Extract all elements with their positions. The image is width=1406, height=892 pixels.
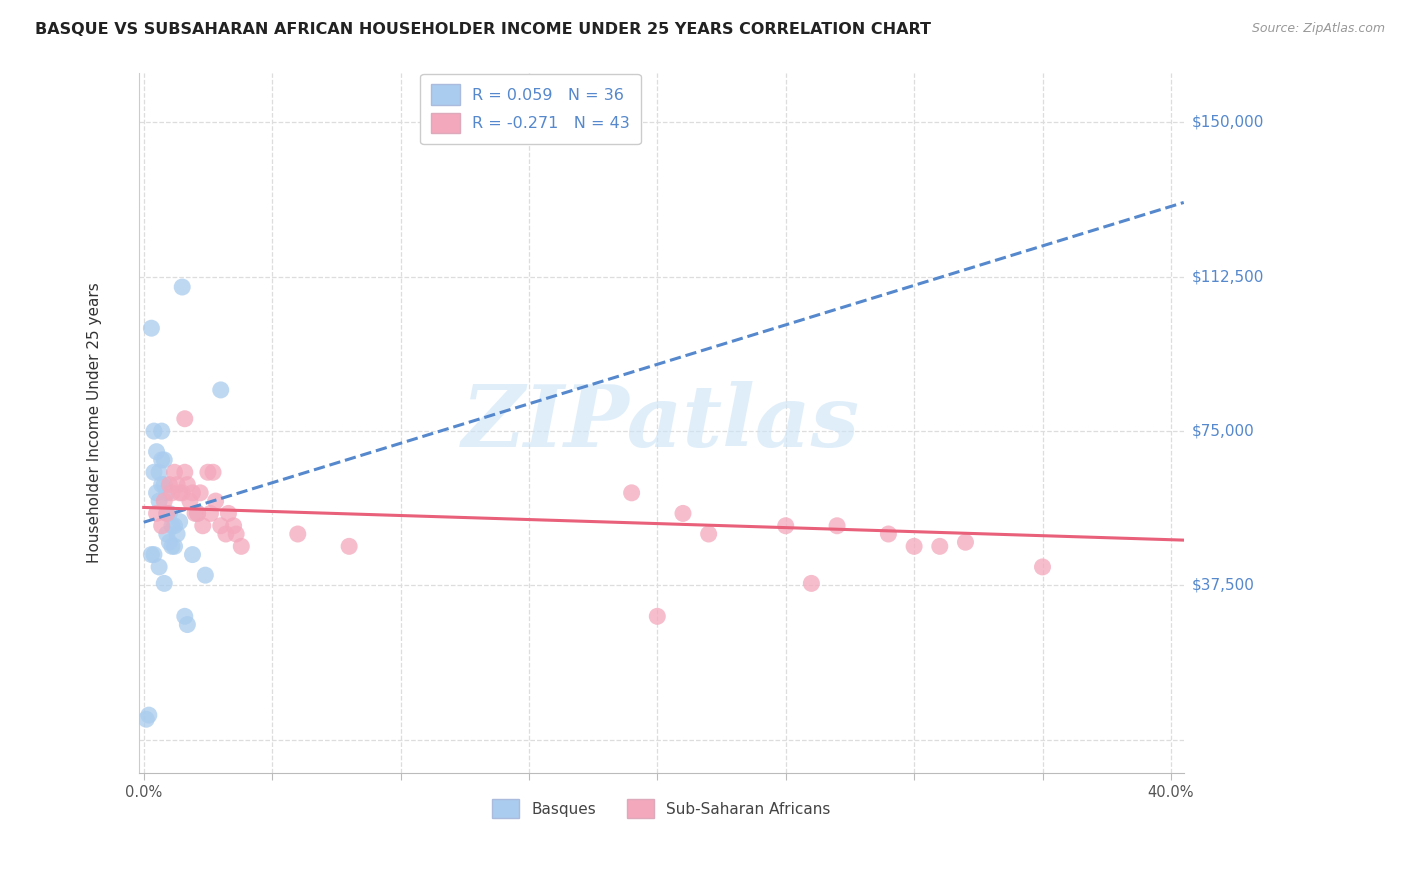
- Point: [150, 518, 173, 533]
- Point: [188, 486, 211, 500]
- Point: [647, 609, 669, 624]
- Text: Householder Income Under 25 years: Householder Income Under 25 years: [87, 283, 103, 563]
- Point: [800, 576, 823, 591]
- Point: [150, 424, 173, 438]
- Point: [138, 708, 160, 723]
- Point: [181, 548, 204, 562]
- Point: [775, 518, 797, 533]
- Point: [156, 507, 179, 521]
- Point: [145, 486, 167, 500]
- Point: [191, 518, 214, 533]
- Point: [697, 527, 720, 541]
- Point: [145, 507, 167, 521]
- Point: [194, 568, 217, 582]
- Point: [169, 515, 191, 529]
- Text: $75,000: $75,000: [1192, 424, 1254, 439]
- Point: [928, 539, 950, 553]
- Point: [200, 507, 222, 521]
- Point: [143, 465, 166, 479]
- Point: [145, 444, 167, 458]
- Point: [672, 507, 695, 521]
- Point: [153, 453, 176, 467]
- Point: [150, 477, 173, 491]
- Point: [176, 617, 198, 632]
- Point: [172, 486, 194, 500]
- Point: [187, 507, 209, 521]
- Point: [204, 494, 226, 508]
- Point: [172, 280, 194, 294]
- Text: BASQUE VS SUBSAHARAN AFRICAN HOUSEHOLDER INCOME UNDER 25 YEARS CORRELATION CHART: BASQUE VS SUBSAHARAN AFRICAN HOUSEHOLDER…: [35, 22, 931, 37]
- Point: [825, 518, 848, 533]
- Point: [173, 411, 195, 425]
- Point: [181, 486, 204, 500]
- Point: [148, 465, 170, 479]
- Point: [150, 453, 173, 467]
- Point: [202, 465, 225, 479]
- Point: [163, 465, 186, 479]
- Point: [222, 518, 245, 533]
- Point: [184, 507, 207, 521]
- Point: [287, 527, 309, 541]
- Point: [160, 518, 183, 533]
- Point: [153, 576, 176, 591]
- Point: [157, 477, 180, 491]
- Point: [141, 548, 163, 562]
- Point: [135, 712, 157, 726]
- Point: [148, 494, 170, 508]
- Point: [215, 527, 238, 541]
- Point: [163, 518, 186, 533]
- Text: Source: ZipAtlas.com: Source: ZipAtlas.com: [1251, 22, 1385, 36]
- Point: [143, 424, 166, 438]
- Point: [156, 527, 179, 541]
- Point: [141, 321, 163, 335]
- Point: [166, 477, 188, 491]
- Point: [620, 486, 643, 500]
- Legend: Basques, Sub-Saharan Africans: Basques, Sub-Saharan Africans: [485, 793, 837, 824]
- Point: [176, 477, 198, 491]
- Point: [157, 507, 180, 521]
- Point: [231, 539, 253, 553]
- Point: [157, 535, 180, 549]
- Point: [163, 539, 186, 553]
- Point: [153, 494, 176, 508]
- Point: [153, 477, 176, 491]
- Point: [156, 486, 179, 500]
- Point: [143, 548, 166, 562]
- Point: [156, 507, 179, 521]
- Text: $37,500: $37,500: [1192, 578, 1256, 593]
- Point: [148, 560, 170, 574]
- Point: [197, 465, 219, 479]
- Point: [160, 486, 183, 500]
- Point: [187, 507, 209, 521]
- Point: [1031, 560, 1053, 574]
- Point: [160, 539, 183, 553]
- Point: [955, 535, 977, 549]
- Point: [179, 494, 201, 508]
- Point: [173, 609, 195, 624]
- Point: [209, 383, 232, 397]
- Point: [166, 527, 188, 541]
- Point: [209, 518, 232, 533]
- Text: $112,500: $112,500: [1192, 269, 1264, 285]
- Point: [225, 527, 247, 541]
- Point: [217, 507, 239, 521]
- Point: [337, 539, 360, 553]
- Point: [169, 486, 191, 500]
- Point: [173, 465, 195, 479]
- Text: ZIPatlas: ZIPatlas: [463, 381, 860, 465]
- Text: $150,000: $150,000: [1192, 115, 1264, 130]
- Point: [903, 539, 925, 553]
- Point: [877, 527, 900, 541]
